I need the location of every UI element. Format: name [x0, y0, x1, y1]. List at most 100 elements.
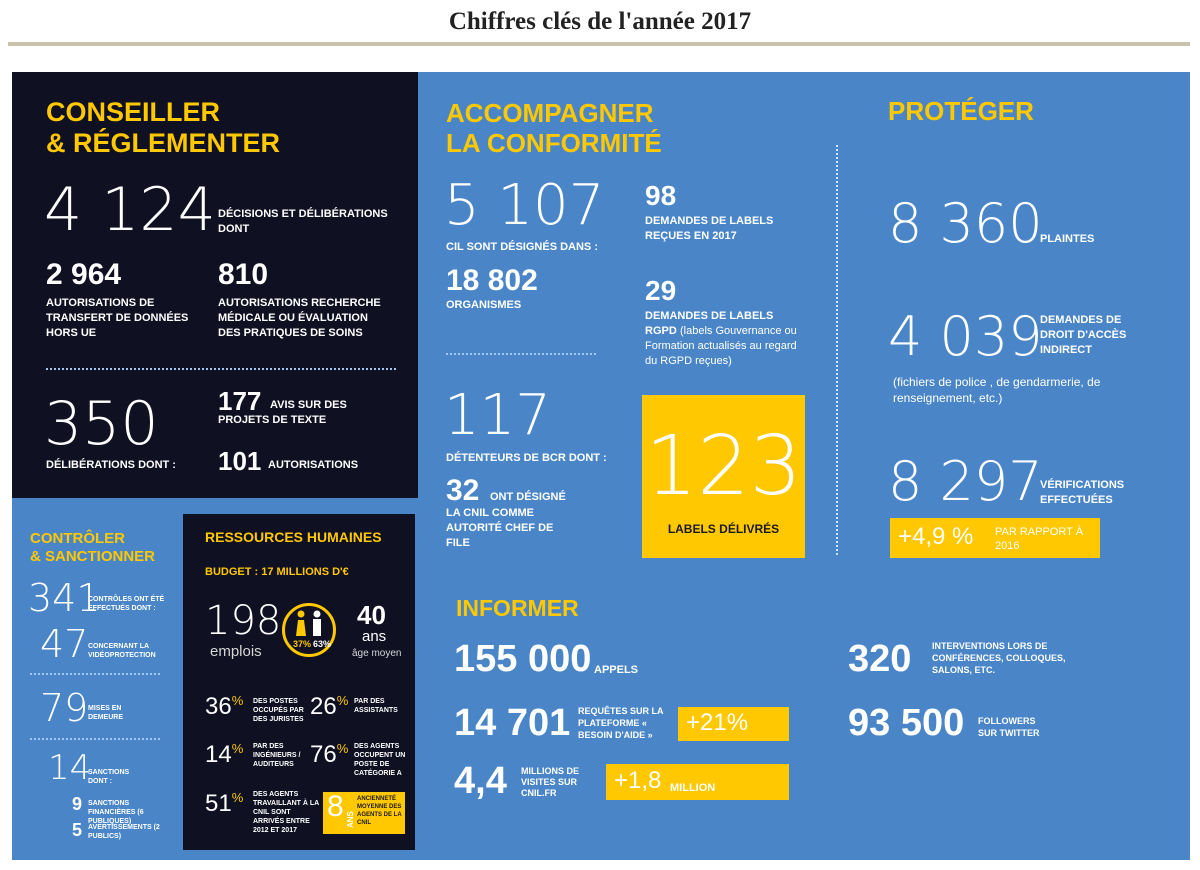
conseiller-heading-line1: CONSEILLER — [46, 97, 221, 127]
visites-growth: +1,8 — [614, 767, 662, 794]
controles-value: 341 — [28, 576, 101, 620]
accompagner-heading: ACCOMPAGNER LA CONFORMITÉ — [446, 98, 662, 158]
deliberations-label: DÉLIBÉRATIONS DONT : — [46, 459, 176, 471]
rgpd-label-1: DEMANDES DE LABELS — [645, 310, 774, 322]
visites-growth-unit: MILLION — [670, 782, 716, 794]
rh-budget-text: BUDGET : 17 MILLIONS D'€ — [205, 566, 349, 578]
proteger-divider — [836, 145, 838, 555]
anciennete-box — [323, 792, 405, 834]
ingenieurs-pct: % — [231, 741, 244, 756]
controler-heading-line2: & SANCTIONNER — [30, 548, 156, 565]
panel-conseiller — [12, 72, 418, 498]
bcr-value: 117 — [444, 383, 551, 448]
autorisations-label: AUTORISATIONS — [268, 459, 359, 471]
controler-heading: CONTRÔLER & SANCTIONNER — [30, 530, 155, 566]
verif-value: 8 297 — [888, 450, 1043, 513]
deliberations-value: 350 — [44, 389, 159, 459]
proteger-heading: PROTÉGER — [888, 96, 1034, 126]
conseiller-heading: CONSEILLER & RÉGLEMENTER — [46, 97, 280, 159]
mises-label: MISES EN DEMEURE — [88, 705, 124, 721]
followers-value: 93 500 — [848, 702, 965, 744]
mises-value: 79 — [40, 686, 89, 730]
delivres-label: LABELS DÉLIVRÉS — [667, 522, 780, 536]
cil-label: CIL SONT DÉSIGNÉS DANS : — [446, 241, 598, 253]
requetes-growth-box — [678, 707, 789, 741]
organismes-label: ORGANISMES — [446, 299, 522, 311]
avis-label: AVIS SUR DES PROJETS DE TEXTE — [218, 399, 347, 426]
autorisations-value: 101 — [218, 446, 262, 476]
pct-men: 63% — [313, 639, 332, 649]
ingenieurs-value: 14 — [205, 741, 232, 768]
avertissements-value: 5 — [72, 820, 83, 840]
gender-ring — [282, 603, 336, 657]
sanctions-label: SANCTIONS DONT : — [88, 769, 130, 785]
arrives-label: DES AGENTS TRAVAILLANT À LA CNIL SONT AR… — [253, 791, 319, 834]
anciennete-label: ANCIENNETÉ MOYENNE DES AGENTS DE LA CNIL — [357, 796, 402, 826]
informer-heading: INFORMER — [456, 595, 579, 621]
recherche-label: AUTORISATIONS RECHERCHE MÉDICALE OU ÉVAL… — [218, 297, 381, 339]
categorie-pct: % — [336, 741, 349, 756]
plaintes-value: 8 360 — [888, 192, 1043, 255]
sanctions-value: 14 — [48, 748, 92, 788]
controler-divider-2 — [30, 738, 160, 740]
ingenieurs-stat: 14% — [205, 741, 243, 769]
conseiller-heading-line2: & RÉGLEMENTER — [46, 128, 281, 158]
financieres-value: 9 — [72, 794, 83, 814]
rh-budget: BUDGET : 17 MILLIONS D'€ — [205, 566, 349, 578]
appels-label: APPELS — [594, 664, 639, 676]
organismes-value: 18 802 — [446, 264, 538, 297]
chef-label-2: LA CNIL COMME AUTORITÉ CHEF DE FILE — [446, 507, 554, 549]
accompagner-divider — [446, 353, 596, 355]
assistants-stat: 26% — [310, 693, 348, 721]
pct-women: 37% — [293, 639, 312, 649]
categorie-label: DES AGENTS OCCUPENT UN POSTE DE CATÉGORI… — [354, 743, 406, 777]
title-divider — [8, 42, 1190, 46]
age-value: 40 — [357, 600, 386, 630]
transfert-label: AUTORISATIONS DE TRANSFERT DE DONNÉES HO… — [46, 297, 189, 339]
transfert-value: 2 964 — [46, 258, 122, 291]
video-value: 47 — [40, 622, 89, 666]
arrives-pct: % — [231, 790, 244, 805]
requetes-label: REQUÊTES SUR LA PLATEFORME « BESOIN D'AI… — [578, 706, 664, 740]
labels-label: DEMANDES DE LABELS REÇUES EN 2017 — [645, 215, 774, 242]
juristes-stat: 36% — [205, 693, 243, 721]
gender-icon — [296, 610, 321, 636]
droit-label: DEMANDES DE DROIT D'ACCÈS INDIRECT — [1040, 314, 1127, 356]
decisions-label: DÉCISIONS ET DÉLIBÉRATIONS DONT — [218, 208, 388, 235]
emplois-label: emplois — [210, 643, 262, 660]
verif-label: VÉRIFICATIONS EFFECTUÉES — [1040, 479, 1125, 506]
visites-growth-box — [606, 764, 789, 800]
followers-label: FOLLOWERS SUR TWITTER — [978, 716, 1040, 738]
assistants-value: 26 — [310, 693, 337, 720]
rgpd-label-2: RGPD — [645, 325, 677, 337]
controler-heading-line1: CONTRÔLER — [30, 530, 125, 547]
juristes-pct: % — [231, 693, 244, 708]
decisions-value: 4 124 — [44, 175, 216, 245]
financieres-label: SANCTIONS FINANCIÈRES (6 PUBLIQUES) — [88, 800, 144, 825]
ingenieurs-label: PAR DES INGÉNIEURS / AUDITEURS — [253, 743, 301, 768]
interventions-label: INTERVENTIONS LORS DE CONFÉRENCES, COLLO… — [932, 641, 1066, 675]
juristes-label: DES POSTES OCCUPÉS PAR DES JURISTES — [253, 698, 304, 723]
categorie-stat: 76% — [310, 741, 348, 769]
bcr-label: DÉTENTEURS DE BCR DONT : — [446, 452, 607, 464]
assistants-pct: % — [336, 693, 349, 708]
visites-label: MILLIONS DE VISITES SUR CNIL.FR — [521, 766, 579, 798]
page-title: Chiffres clés de l'année 2017 — [448, 8, 752, 35]
proteger-growth-box — [890, 518, 1100, 558]
arrives-stat: 51% — [205, 790, 243, 818]
requetes-growth: +21% — [686, 709, 749, 736]
age-label: âge moyen — [352, 648, 402, 659]
appels-value: 155 000 — [454, 638, 592, 680]
droit-note: (fichiers de police , de gendarmerie, de… — [893, 375, 1101, 405]
assistants-label: PAR DES ASSISTANTS — [354, 698, 398, 714]
age-unit: ans — [362, 628, 387, 645]
conseiller-divider — [46, 368, 396, 370]
anciennete-value: 8 — [327, 790, 344, 823]
rgpd-label-3: (labels Gouvernance ou Formation actuali… — [645, 325, 797, 367]
droit-value: 4 039 — [888, 305, 1043, 368]
arrives-value: 51 — [205, 790, 232, 817]
emplois-value: 198 — [205, 598, 282, 644]
requetes-value: 14 701 — [454, 702, 571, 744]
chef-value: 32 — [446, 474, 480, 507]
labels-delivres-box — [642, 395, 805, 558]
